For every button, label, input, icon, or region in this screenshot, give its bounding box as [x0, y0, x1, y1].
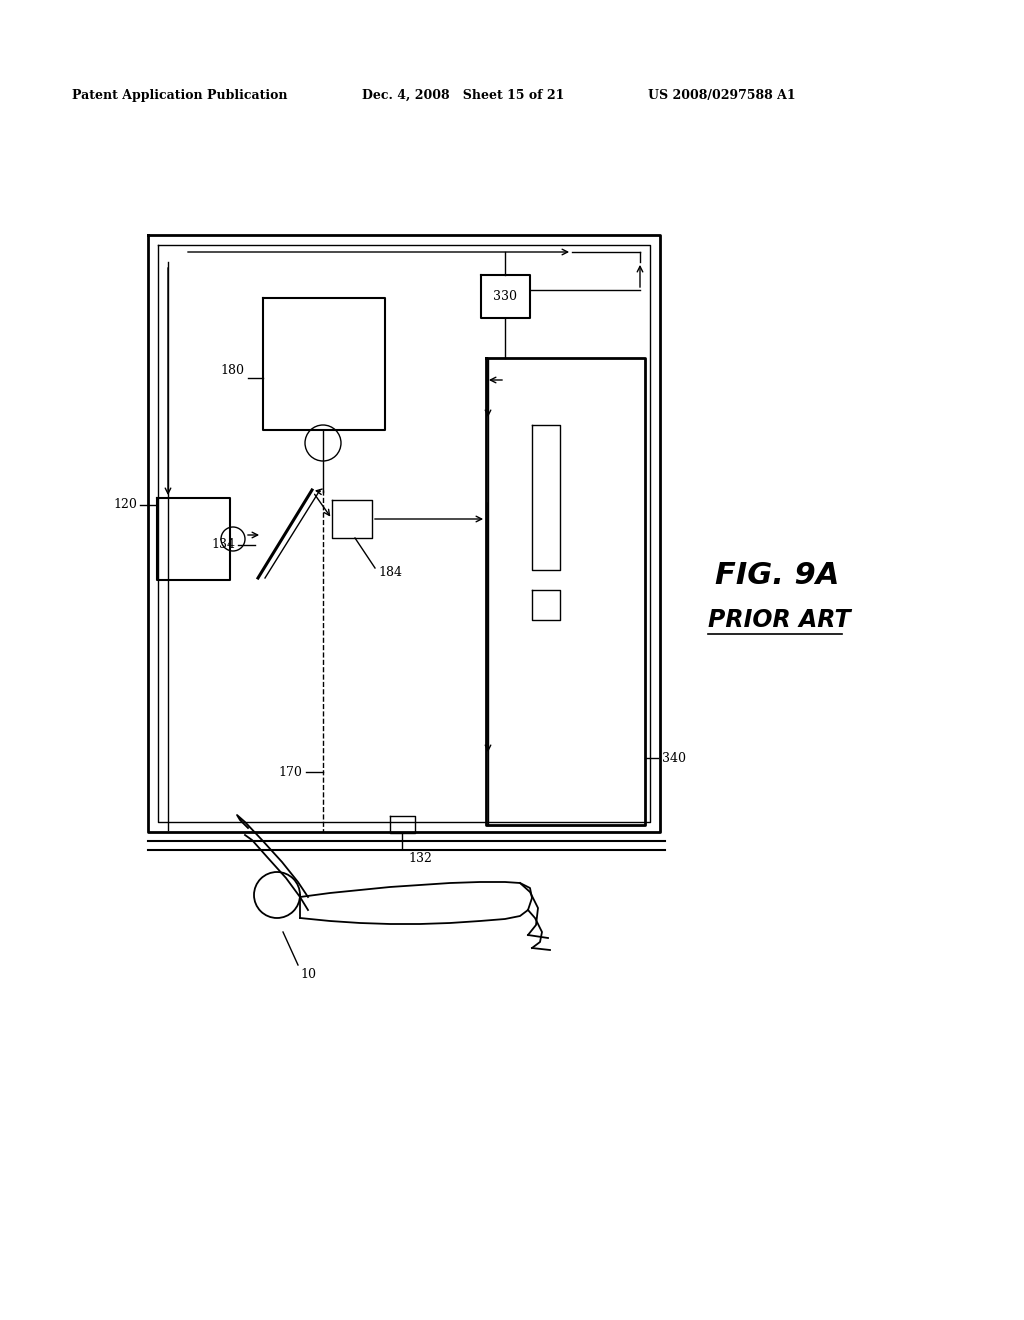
Text: 132: 132	[408, 851, 432, 865]
Text: FIG. 9A: FIG. 9A	[715, 561, 840, 590]
Text: 330: 330	[494, 290, 517, 304]
Text: 184: 184	[378, 565, 402, 578]
Text: 170: 170	[279, 766, 302, 779]
Text: Patent Application Publication: Patent Application Publication	[72, 88, 288, 102]
Text: PRIOR ART: PRIOR ART	[708, 609, 851, 632]
Text: 340: 340	[662, 751, 686, 764]
Text: Dec. 4, 2008   Sheet 15 of 21: Dec. 4, 2008 Sheet 15 of 21	[362, 88, 564, 102]
Text: 120: 120	[113, 499, 137, 511]
Text: 134: 134	[211, 539, 234, 552]
Text: 180: 180	[220, 363, 244, 376]
Text: US 2008/0297588 A1: US 2008/0297588 A1	[648, 88, 796, 102]
Text: 10: 10	[300, 968, 316, 981]
